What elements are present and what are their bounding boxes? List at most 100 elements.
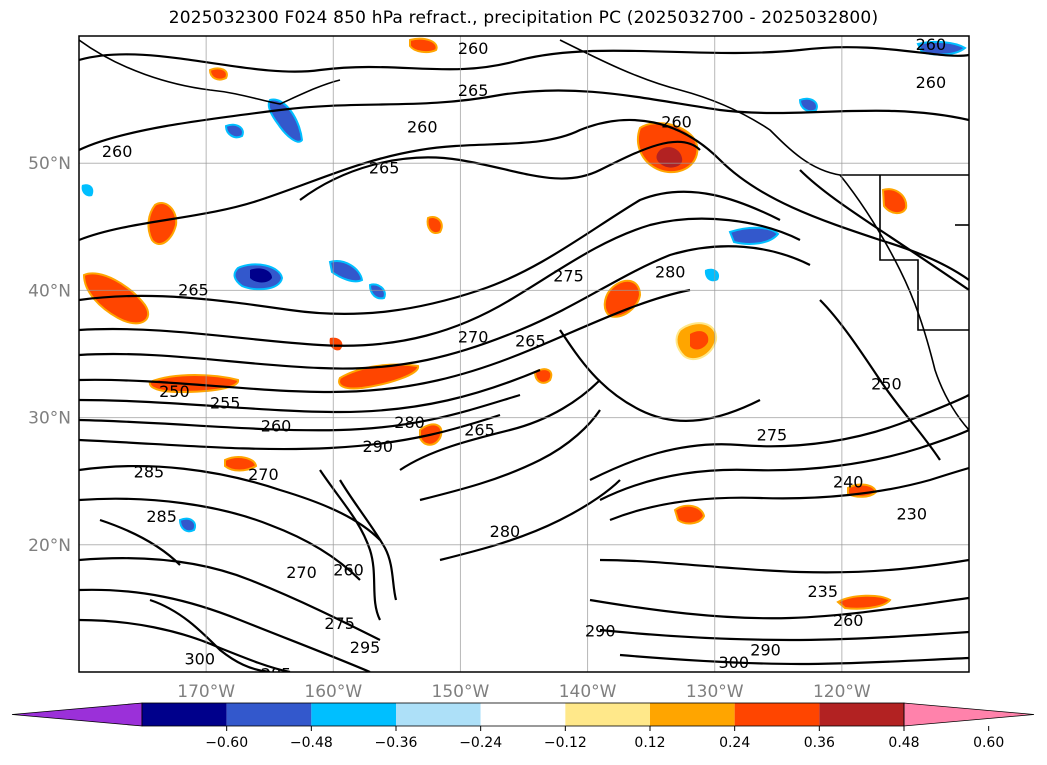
colorbar-segment	[819, 703, 904, 726]
precip-blob-negative	[224, 123, 244, 139]
colorbar-segment	[396, 703, 481, 726]
map-frame	[78, 35, 970, 673]
precip-blob-positive	[836, 594, 892, 610]
precip-blob-negative	[250, 268, 272, 283]
contour-line	[589, 596, 969, 620]
precip-blob-positive	[224, 456, 258, 472]
contour-line	[79, 618, 291, 672]
coastline	[839, 174, 969, 431]
colorbar-tick-label: −0.24	[459, 735, 502, 751]
colorbar-tick-label: −0.48	[290, 735, 333, 751]
contour-label: 295	[350, 638, 381, 657]
contour-label: 275	[757, 425, 788, 444]
contour-label: 260	[407, 118, 438, 137]
lon-tick-label: 130°W	[686, 682, 744, 702]
precip-blob-positive	[690, 331, 709, 350]
contour-label: 285	[134, 462, 165, 481]
latitude-labels: 50°N 40°N 30°N 20°N	[28, 154, 71, 556]
contour-label: 280	[394, 413, 425, 432]
contour-label: 260	[261, 417, 292, 436]
precip-blob-positive	[82, 272, 150, 325]
contour-line	[619, 653, 969, 666]
contour-line	[79, 557, 381, 641]
lon-tick-label: 140°W	[559, 682, 617, 702]
colorbar-tick-label: −0.36	[375, 735, 418, 751]
colorbar-segment	[480, 703, 566, 726]
graticule	[79, 36, 969, 672]
contour-line	[819, 299, 941, 461]
precip-blob-positive	[426, 216, 443, 234]
contour-label: 300	[185, 649, 216, 668]
contour-label: 290	[750, 640, 781, 659]
precip-blob-positive	[533, 368, 553, 384]
lon-tick-label: 160°W	[304, 682, 362, 702]
longitude-labels: 170°W 160°W 150°W 140°W 130°W 120°W	[177, 682, 871, 702]
contour-line	[79, 497, 361, 581]
contour-label: 265	[369, 158, 400, 177]
contour-line	[339, 479, 398, 601]
precip-blob-negative	[798, 97, 818, 113]
contour-label: 260	[833, 611, 864, 630]
contour-label: 290	[363, 437, 394, 456]
contour-line	[299, 140, 701, 201]
contour-label: 230	[897, 504, 928, 523]
coastline	[559, 39, 969, 176]
contour-label: 270	[458, 328, 489, 347]
contour-line	[149, 598, 271, 672]
colorbar-segment	[142, 703, 227, 726]
lat-tick-label: 20°N	[28, 536, 71, 556]
colorbar-segment	[565, 703, 650, 726]
contour-label: 275	[553, 266, 584, 285]
contour-label: 280	[490, 522, 521, 541]
colorbar-extend-max	[903, 702, 1035, 727]
colorbar-tick-label: 0.36	[804, 735, 835, 751]
colorbar-segment	[311, 703, 396, 726]
contour-line	[79, 588, 371, 672]
contour-line	[599, 628, 969, 642]
precip-blob-positive	[409, 37, 438, 54]
contour-label: 300	[719, 653, 750, 672]
colorbar: −0.60 −0.48 −0.36 −0.24 −0.12 0.12 0.24 0.36 0.4…	[11, 702, 1035, 751]
precip-fill-layer	[81, 37, 967, 610]
colorbar-tick-label: 0.60	[973, 735, 1004, 751]
contour-label: 285	[146, 507, 177, 526]
contour-line	[79, 288, 691, 394]
contour-label: 285	[261, 665, 292, 684]
lon-tick-label: 170°W	[177, 682, 235, 702]
contour-label: 260	[916, 35, 947, 54]
contour-label: 275	[324, 614, 355, 633]
contour-label: 265	[458, 81, 489, 100]
contour-label: 280	[655, 263, 686, 282]
contour-label: 240	[833, 473, 864, 492]
colorbar-outline	[141, 702, 905, 727]
precip-blob-negative	[704, 268, 720, 282]
figure-title: 2025032300 F024 850 hPa refract., precip…	[168, 8, 879, 28]
contour-label: 260	[458, 39, 489, 58]
contour-line	[439, 479, 621, 562]
lon-tick-label: 120°W	[813, 682, 871, 702]
contour-line	[79, 245, 811, 370]
contour-label: 250	[871, 375, 902, 394]
precip-blob-positive	[208, 67, 228, 81]
contour-line	[79, 217, 801, 347]
colorbar-tick-label: 0.12	[634, 735, 665, 751]
contour-line	[419, 409, 601, 502]
precip-blob-negative	[728, 226, 780, 245]
contour-label: 290	[585, 621, 616, 640]
contour-label: 260	[661, 113, 692, 132]
contour-line	[319, 469, 381, 621]
colorbar-segment	[226, 703, 312, 726]
precip-blob-negative	[178, 517, 196, 533]
contour-line	[559, 329, 761, 422]
coastline	[879, 175, 969, 331]
map-background	[79, 36, 969, 672]
colorbar-tick-label: −0.12	[544, 735, 587, 751]
contour-label: 265	[464, 420, 495, 439]
lat-tick-label: 30°N	[28, 409, 71, 429]
precip-blob-positive	[147, 202, 178, 245]
precip-blob-negative	[81, 184, 94, 197]
precip-blob-positive	[881, 188, 908, 214]
contour-line	[79, 46, 969, 73]
